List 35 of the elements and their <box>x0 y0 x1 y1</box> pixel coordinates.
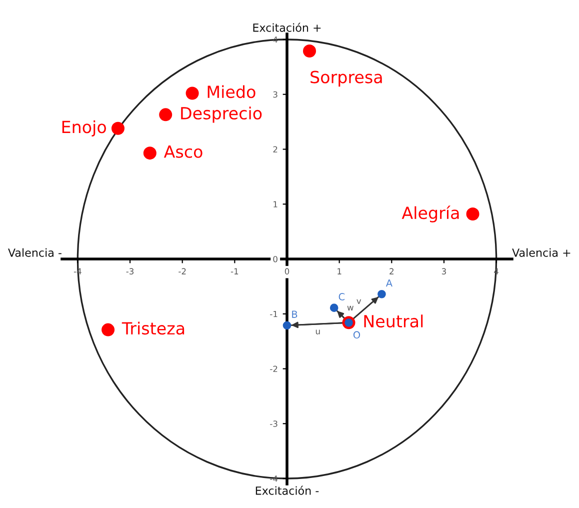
y-tick-label: -4 <box>270 476 278 482</box>
annotation: w <box>347 306 354 310</box>
y-tick-label: 4 <box>273 36 278 43</box>
text: Valencia - <box>8 248 62 257</box>
y-tick-label: 3 <box>273 91 278 98</box>
annotation: A <box>386 279 392 287</box>
annotation: Sorpresa <box>310 70 382 87</box>
x-tick-label: 0 <box>284 268 290 274</box>
annotation: Enojo <box>62 120 106 136</box>
text: Excitación + <box>253 22 321 32</box>
y-tick-label: 0 <box>273 256 278 262</box>
annotation: C <box>338 293 345 300</box>
y-tick-label: 1 <box>274 201 278 208</box>
annotation: Desprecio <box>181 106 262 123</box>
x-tick-label: 2 <box>390 268 394 274</box>
annotation: Alegría <box>402 206 459 222</box>
y-tick-label: -2 <box>270 366 278 372</box>
text: Excitación - <box>256 486 319 495</box>
y-tick-label: 2 <box>273 146 278 152</box>
x-tick-label: -2 <box>178 268 186 274</box>
x-tick-label: -1 <box>230 268 238 274</box>
annotation: Tristeza <box>122 322 184 335</box>
annotation: Neutral <box>364 314 423 328</box>
annotation: Asco <box>164 146 202 158</box>
annotation: v <box>356 299 362 304</box>
y-tick-label: -3 <box>270 420 278 427</box>
x-tick-label: 3 <box>442 268 446 274</box>
x-tick-label: -3 <box>126 268 134 274</box>
text: Valencia + <box>512 248 570 257</box>
annotation: Miedo <box>208 85 256 98</box>
annotation: B <box>292 310 298 318</box>
annotation: u <box>316 330 320 334</box>
y-tick-label: -1 <box>270 310 278 318</box>
annotation: O <box>353 331 360 339</box>
x-tick-label: 1 <box>338 268 342 274</box>
